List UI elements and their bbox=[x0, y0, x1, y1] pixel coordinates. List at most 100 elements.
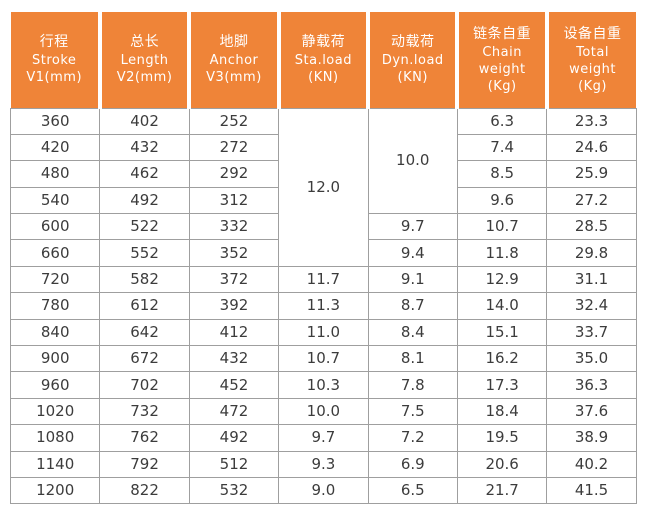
table-cell: 12.0 bbox=[278, 107, 369, 267]
table-cell: 11.7 bbox=[278, 265, 369, 294]
table-cell: 900 bbox=[9, 345, 101, 373]
table-cell: 600 bbox=[9, 213, 101, 241]
table-cell: 7.8 bbox=[367, 371, 458, 399]
table-cell: 32.4 bbox=[546, 292, 637, 320]
table-cell: 432 bbox=[188, 345, 280, 373]
table-row: 600 522 332 9.7 10.7 28.5 bbox=[9, 213, 637, 241]
table-cell: 792 bbox=[99, 450, 190, 478]
column-header-static-load: 静载荷 Sta.load (KN) bbox=[276, 12, 369, 109]
table-cell: 8.7 bbox=[367, 292, 458, 320]
table-cell: 672 bbox=[99, 345, 190, 373]
table-cell: 352 bbox=[188, 239, 280, 267]
table-cell: 780 bbox=[9, 292, 101, 320]
column-header-line: Anchor bbox=[209, 53, 259, 69]
header-row: 行程 Stroke V1(mm) 总长 Length V2(mm) 地脚 Anchor V3(m… bbox=[10, 12, 637, 109]
table-row: 1080 762 492 9.7 7.2 19.5 38.9 bbox=[9, 424, 637, 452]
column-header-dynamic-load: 动载荷 Dyn.load (KN) bbox=[366, 12, 458, 109]
table-cell: 19.5 bbox=[456, 424, 548, 452]
column-header-line: (Kg) bbox=[487, 78, 517, 94]
table-cell: 10.7 bbox=[456, 213, 548, 241]
table-cell: 402 bbox=[99, 107, 190, 135]
table-cell: 392 bbox=[188, 292, 280, 320]
table-cell: 8.5 bbox=[456, 160, 548, 188]
column-header-line: 设备自重 bbox=[563, 25, 622, 42]
table-cell: 41.5 bbox=[546, 476, 637, 505]
table-cell: 6.3 bbox=[456, 107, 548, 135]
spec-table: 行程 Stroke V1(mm) 总长 Length V2(mm) 地脚 Anchor V3(m… bbox=[9, 12, 637, 505]
table-cell: 7.5 bbox=[367, 397, 458, 426]
table-cell: 23.3 bbox=[546, 107, 637, 135]
table-row: 1140 792 512 9.3 6.9 20.6 40.2 bbox=[9, 450, 637, 478]
table-cell: 37.6 bbox=[546, 397, 637, 426]
table-cell: 252 bbox=[188, 107, 280, 135]
column-header-line: V1(mm) bbox=[26, 70, 83, 86]
table-row: 360 402 252 12.0 10.0 6.3 23.3 bbox=[9, 107, 637, 267]
column-header-line: 地脚 bbox=[219, 34, 249, 51]
table-cell: 28.5 bbox=[546, 213, 637, 241]
column-header-line: (KN) bbox=[308, 70, 339, 86]
table-cell: 6.9 bbox=[367, 450, 458, 478]
table-cell: 412 bbox=[188, 318, 280, 347]
table-cell: 14.0 bbox=[456, 292, 548, 320]
table-cell: 360 bbox=[9, 107, 101, 135]
table-cell: 11.0 bbox=[278, 318, 369, 347]
column-header-line: Total bbox=[576, 44, 609, 60]
column-header-line: Length bbox=[120, 53, 169, 69]
table-cell: 8.4 bbox=[367, 318, 458, 347]
table-row: 720 582 372 11.7 9.1 12.9 31.1 bbox=[9, 265, 637, 294]
table-cell: 27.2 bbox=[546, 186, 637, 215]
table-cell: 6.5 bbox=[367, 476, 458, 505]
column-header-anchor: 地脚 Anchor V3(mm) bbox=[187, 12, 279, 109]
table-cell: 9.7 bbox=[367, 213, 458, 241]
column-header-line: Sta.load bbox=[294, 53, 352, 69]
table-cell: 29.8 bbox=[546, 239, 637, 267]
table-cell: 332 bbox=[188, 213, 280, 241]
table-cell: 9.4 bbox=[367, 239, 458, 267]
table-cell: 1020 bbox=[9, 397, 101, 426]
table-cell: 1200 bbox=[9, 476, 101, 505]
table-cell: 9.0 bbox=[278, 476, 369, 505]
table-cell: 20.6 bbox=[456, 450, 548, 478]
table-cell: 10.0 bbox=[278, 397, 369, 426]
column-header-line: weight bbox=[478, 61, 526, 77]
table-row: 960 702 452 10.3 7.8 17.3 36.3 bbox=[9, 371, 637, 399]
table-cell: 762 bbox=[99, 424, 190, 452]
table-cell: 11.8 bbox=[456, 239, 548, 267]
column-header-line: Stroke bbox=[31, 53, 77, 69]
table-cell: 9.3 bbox=[278, 450, 369, 478]
table-row: 1200 822 532 9.0 6.5 21.7 41.5 bbox=[9, 476, 637, 505]
table-cell: 642 bbox=[99, 318, 190, 347]
table-cell: 36.3 bbox=[546, 371, 637, 399]
table-cell: 960 bbox=[9, 371, 101, 399]
table-row: 900 672 432 10.7 8.1 16.2 35.0 bbox=[9, 345, 637, 373]
table-cell: 1140 bbox=[9, 450, 101, 478]
column-header-line: weight bbox=[569, 61, 616, 77]
table-cell: 492 bbox=[188, 424, 280, 452]
column-header-line: (KN) bbox=[397, 70, 428, 86]
table-cell: 702 bbox=[99, 371, 190, 399]
column-header-line: V3(mm) bbox=[206, 70, 262, 86]
column-header-stroke: 行程 Stroke V1(mm) bbox=[10, 12, 100, 109]
table-cell: 540 bbox=[9, 186, 101, 215]
table-cell: 35.0 bbox=[546, 345, 637, 373]
column-header-chain-weight: 链条自重 Chain weight (Kg) bbox=[455, 12, 547, 109]
table-row: 540 492 312 9.6 27.2 bbox=[9, 186, 637, 215]
column-header-line: Dyn.load bbox=[381, 53, 444, 69]
table-cell: 10.7 bbox=[278, 345, 369, 373]
table-cell: 1080 bbox=[9, 424, 101, 452]
table-cell: 33.7 bbox=[546, 318, 637, 347]
table-cell: 420 bbox=[9, 133, 101, 162]
table-row: 660 552 352 9.4 11.8 29.8 bbox=[9, 239, 637, 267]
column-header-line: 链条自重 bbox=[473, 25, 532, 42]
table-cell: 292 bbox=[188, 160, 280, 188]
column-header-total-weight: 设备自重 Total weight (Kg) bbox=[544, 12, 637, 109]
column-header-line: (Kg) bbox=[578, 78, 607, 94]
table-row: 840 642 412 11.0 8.4 15.1 33.7 bbox=[9, 318, 637, 347]
column-header-line: Chain bbox=[482, 44, 522, 60]
table-cell: 7.2 bbox=[367, 424, 458, 452]
table-cell: 12.9 bbox=[456, 265, 548, 294]
table-cell: 462 bbox=[99, 160, 190, 188]
table-cell: 272 bbox=[188, 133, 280, 162]
table-cell: 8.1 bbox=[367, 345, 458, 373]
table-cell: 40.2 bbox=[546, 450, 637, 478]
